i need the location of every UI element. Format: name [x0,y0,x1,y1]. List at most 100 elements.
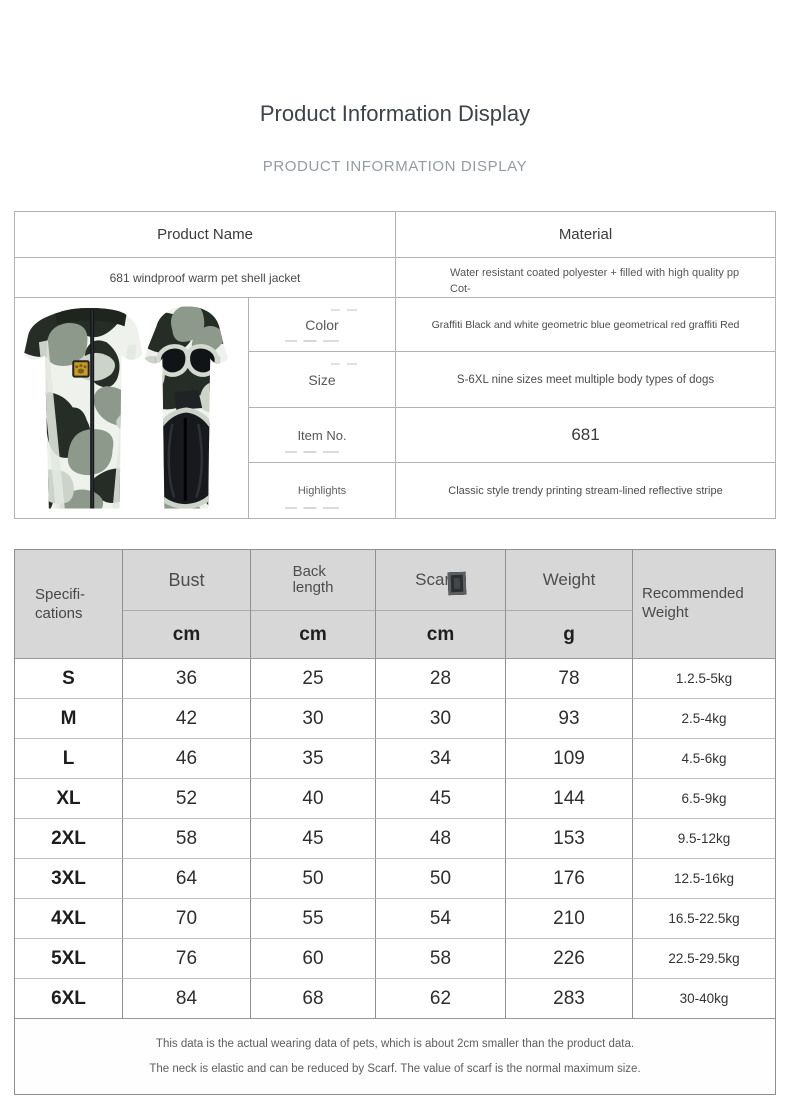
color-value: Graffiti Black and white geometric blue … [396,298,775,352]
cell-weight: 226 [506,939,633,979]
highlights-label: Highlights [249,463,396,518]
cell-weight: 176 [506,859,633,899]
cell-scarf: 28 [376,659,506,699]
scarf-header: Scarf [376,550,506,611]
back-length-unit: cm [251,611,376,659]
note-line: This data is the actual wearing data of … [155,1038,635,1050]
lined-opening [146,407,225,509]
recommended-line2: Weight [642,604,689,621]
size-label: Size [249,352,396,408]
cell-scarf: 54 [376,899,506,939]
cell-back: 60 [251,939,376,979]
cell-recommended: 16.5-22.5kg [633,899,775,939]
item-no-label: Item No. [249,408,396,463]
cell-weight: 210 [506,899,633,939]
product-image-cell [15,298,249,518]
product-name-value: 681 windproof warm pet shell jacket [15,258,396,298]
cell-scarf: 50 [376,859,506,899]
cell-size: 3XL [15,859,123,899]
recommended-weight-header: Recommended Weight [633,550,775,659]
cell-bust: 42 [123,699,251,739]
back-length-header: Back length [251,550,376,611]
cell-recommended: 6.5-9kg [633,779,775,819]
scarf-erased-character-artifact [447,571,467,595]
cell-scarf: 48 [376,819,506,859]
material-header: Material [396,212,775,258]
material-value: Water resistant coated polyester + fille… [396,258,775,298]
cell-back: 68 [251,979,376,1019]
scarf-unit: cm [376,611,506,659]
cell-recommended: 9.5-12kg [633,819,775,859]
specifications-line2: cations [35,605,83,622]
highlights-value: Classic style trendy printing stream-lin… [448,484,723,497]
back-length-line1: Back [292,562,326,580]
size-chart-table: Specifi- cations Bust Back length Scarf … [14,549,776,1095]
product-info-table: Product Name Material 681 windproof warm… [14,211,776,519]
cell-back: 30 [251,699,376,739]
page-subtitle: PRODUCT INFORMATION DISPLAY [262,158,528,175]
cell-size: L [15,739,123,779]
cell-bust: 46 [123,739,251,779]
cell-recommended: 1.2.5-5kg [633,659,775,699]
cell-recommended: 12.5-16kg [633,859,775,899]
cell-scarf: 30 [376,699,506,739]
cell-back: 35 [251,739,376,779]
cell-size: XL [15,779,123,819]
weight-unit: g [506,611,633,659]
cell-bust: 84 [123,979,251,1019]
back-length-line2: length [292,579,334,596]
cell-size: 4XL [15,899,123,939]
goggles-icon [154,344,221,377]
tail-flap [174,390,203,410]
cell-bust: 52 [123,779,251,819]
cell-back: 55 [251,899,376,939]
cell-back: 45 [251,819,376,859]
cell-bust: 58 [123,819,251,859]
note-line: The neck is elastic and can be reduced b… [149,1063,641,1075]
jacket-front [23,308,143,509]
cell-bust: 70 [123,899,251,939]
cell-scarf: 58 [376,939,506,979]
material-line1: Water resistant coated polyester + fille… [450,267,740,295]
cell-back: 25 [251,659,376,699]
cell-back: 40 [251,779,376,819]
cell-size: 5XL [15,939,123,979]
paw-label-icon [72,360,90,378]
specifications-line1: Specifi- [35,585,86,603]
cell-scarf: 45 [376,779,506,819]
scarf-header-label: Scarf [415,570,455,589]
cell-back: 50 [251,859,376,899]
cell-recommended: 2.5-4kg [633,699,775,739]
cell-weight: 153 [506,819,633,859]
weight-header: Weight [506,550,633,611]
bust-header: Bust [123,550,251,611]
cell-size: M [15,699,123,739]
cell-scarf: 34 [376,739,506,779]
table-notes: This data is the actual wearing data of … [15,1019,775,1094]
cell-recommended: 30-40kg [633,979,775,1019]
size-value: S-6XL nine sizes meet multiple body type… [396,352,775,408]
product-image [23,306,229,509]
cell-weight: 78 [506,659,633,699]
bust-unit: cm [123,611,251,659]
product-name-header: Product Name [15,212,396,258]
recommended-line1: Recommended [642,585,744,603]
cell-weight: 283 [506,979,633,1019]
color-label: Color [249,298,396,352]
page-title: Product Information Display [259,101,531,126]
cell-bust: 36 [123,659,251,699]
cell-weight: 109 [506,739,633,779]
cell-size: 2XL [15,819,123,859]
cell-bust: 76 [123,939,251,979]
item-no-value: 681 [396,408,775,463]
cell-weight: 144 [506,779,633,819]
cell-scarf: 62 [376,979,506,1019]
cell-recommended: 4.5-6kg [633,739,775,779]
cell-recommended: 22.5-29.5kg [633,939,775,979]
cell-weight: 93 [506,699,633,739]
cell-bust: 64 [123,859,251,899]
cell-size: 6XL [15,979,123,1019]
specifications-header: Specifi- cations [15,550,123,659]
cell-size: S [15,659,123,699]
